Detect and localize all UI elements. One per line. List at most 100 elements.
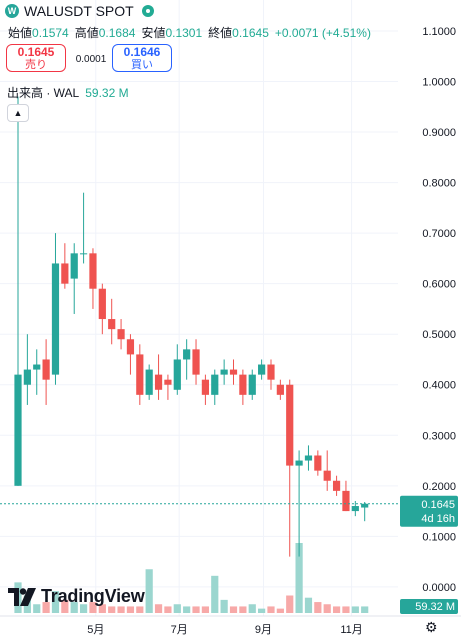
candle-body	[201, 379, 209, 395]
candle-body	[276, 384, 284, 395]
candle-body	[33, 364, 41, 370]
volume-bar	[258, 608, 266, 613]
volume-bar	[342, 606, 350, 613]
volume-bar	[164, 606, 172, 613]
candle-body	[14, 374, 22, 486]
buy-price: 0.1646	[123, 45, 161, 59]
candle-body	[361, 503, 369, 508]
symbol-name[interactable]: WALUSDT SPOT	[24, 3, 134, 19]
wal-coin-icon: W	[5, 4, 19, 18]
candle-body	[183, 349, 191, 360]
candle-body	[211, 374, 219, 395]
candle-body	[70, 253, 78, 279]
tradingview-logo[interactable]: TradingView	[8, 586, 145, 607]
price-tick-label: 0.5000	[422, 329, 456, 341]
candle-body	[164, 379, 172, 385]
volume-bar	[332, 606, 341, 613]
price-tick-label: 0.2000	[422, 481, 456, 493]
price-tick-label: 0.1000	[422, 531, 456, 543]
volume-bar	[314, 602, 322, 613]
price-tick-label: 0.4000	[422, 380, 456, 392]
open-label: 始値	[8, 26, 33, 40]
tradingview-mark-icon	[8, 587, 36, 606]
volume-bar	[89, 602, 97, 613]
candle-body	[154, 374, 163, 390]
volume-bar	[51, 591, 60, 613]
buy-button[interactable]: 0.1646 買い	[112, 44, 172, 72]
volume-bar	[192, 606, 200, 613]
candle-body	[89, 253, 97, 289]
volume-bar	[33, 604, 41, 613]
volume-bar	[211, 575, 219, 613]
candle-body	[136, 354, 144, 395]
time-tick-label: 9月	[255, 624, 272, 636]
sell-label: 売り	[25, 59, 47, 71]
candle-body	[267, 364, 275, 380]
volume-bar	[108, 606, 116, 613]
candle-body	[145, 369, 153, 395]
time-tick-label: 5月	[87, 624, 104, 636]
volume-bar	[304, 597, 313, 613]
ohlc-legend: 始値0.1574 高値0.1684 安値0.1301 終値0.1645 +0.0071 …	[8, 24, 377, 41]
candle-body	[342, 490, 350, 512]
volume-bar	[351, 606, 359, 613]
candle-body	[351, 506, 359, 512]
countdown-label: 4d 16h	[421, 513, 455, 525]
candle-body	[61, 263, 69, 284]
candle-body	[23, 369, 31, 385]
volume-bar	[61, 599, 69, 613]
sell-price: 0.1645	[17, 45, 55, 59]
close-value: 0.1645	[232, 26, 269, 40]
volume-bar	[70, 602, 78, 613]
last-price-tag	[400, 495, 458, 527]
symbol-row[interactable]: W WALUSDT SPOT	[5, 2, 154, 20]
volume-legend[interactable]: 出来高 · WAL 59.32 M	[7, 84, 129, 101]
volume-legend-label: 出来高 · WAL	[7, 86, 80, 100]
price-tick-label: 0.3000	[422, 430, 456, 442]
candle-body	[98, 288, 106, 320]
candle-body	[314, 455, 322, 471]
tradingview-wordmark: TradingView	[41, 586, 145, 606]
candle-body	[51, 263, 60, 375]
candle-body	[286, 384, 294, 466]
volume-legend-value: 59.32 M	[85, 86, 129, 100]
candle-body	[304, 455, 313, 461]
volume-bar	[295, 543, 303, 613]
volume-bar	[154, 604, 163, 613]
price-tick-label: 0.8000	[422, 178, 456, 190]
volume-bar	[126, 606, 135, 613]
sell-button[interactable]: 0.1645 売り	[6, 44, 66, 72]
candle-body	[239, 374, 247, 395]
volume-bar	[173, 604, 181, 613]
price-tick-label: 1.0000	[422, 77, 456, 89]
chevron-up-icon: ▲	[13, 108, 23, 118]
price-tick-label: 0.7000	[422, 228, 456, 240]
candle-body	[229, 369, 238, 375]
candle-body	[248, 374, 256, 395]
spread-value: 0.0001	[75, 54, 107, 65]
candle-body	[323, 470, 331, 481]
candle-body	[220, 369, 228, 375]
price-tick-label: 0.9000	[422, 127, 456, 139]
price-tick-label: 0.0000	[422, 582, 456, 594]
candle-body	[108, 319, 116, 330]
gear-icon[interactable]: ⚙	[425, 619, 438, 635]
collapse-legend-button[interactable]: ▲	[7, 104, 29, 122]
time-tick-label: 7月	[171, 624, 188, 636]
volume-bar	[286, 595, 294, 613]
candle-body	[42, 359, 50, 380]
candle-body	[117, 329, 125, 340]
change-value: +0.0071 (+4.51%)	[274, 26, 371, 40]
price-tick-label: 1.1000	[422, 26, 456, 38]
high-value: 0.1684	[98, 26, 136, 40]
low-value: 0.1301	[165, 26, 203, 40]
market-open-status-icon	[141, 5, 154, 17]
volume-bar	[248, 604, 256, 613]
price-tick-label: 0.6000	[422, 279, 456, 291]
volume-price-tag	[400, 599, 458, 614]
candle-body	[258, 364, 266, 375]
candle-body	[332, 480, 341, 491]
close-label: 終値	[208, 26, 233, 40]
volume-bar	[323, 604, 331, 613]
